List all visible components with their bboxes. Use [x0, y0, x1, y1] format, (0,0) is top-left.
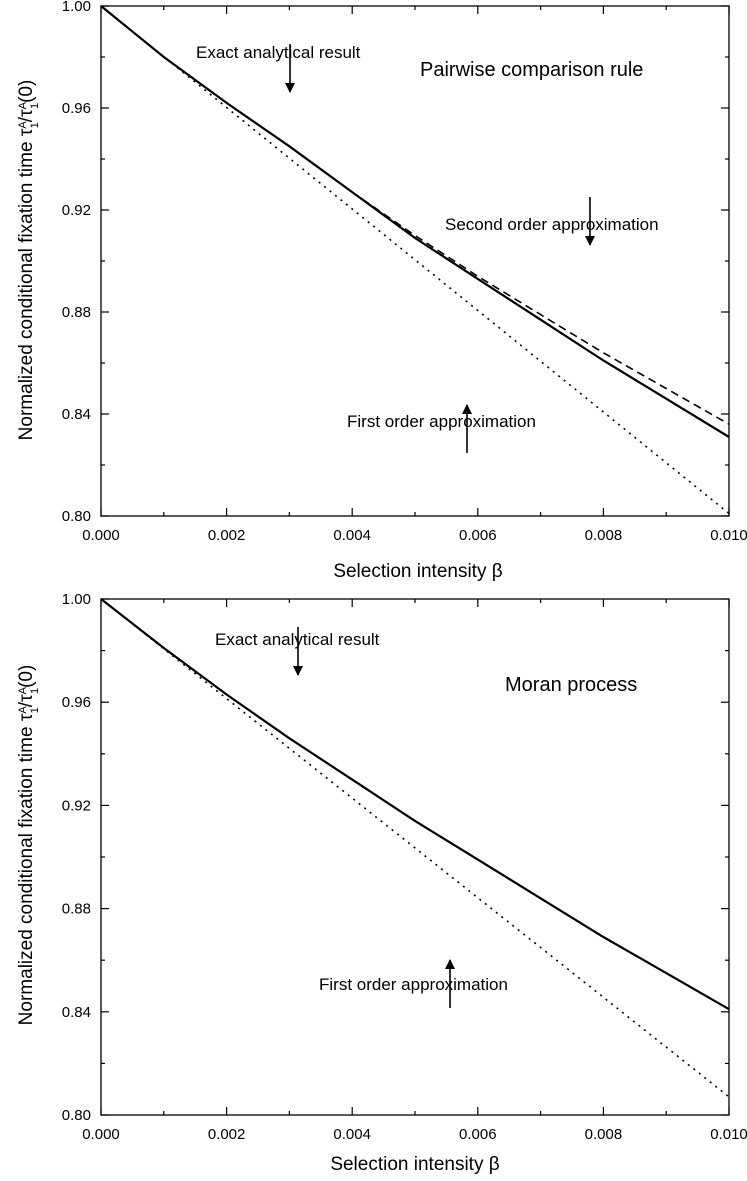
y-tick-labels: 0.80 0.84 0.88 0.92 0.96 1.00 [62, 0, 91, 525]
x-tick-label: 0.010 [710, 1126, 747, 1143]
y-tick-label: 0.88 [62, 901, 91, 918]
annotation-label: Second order approximation [445, 215, 659, 234]
x-tick-labels: 0.000 0.002 0.004 0.006 0.008 0.010 [82, 527, 747, 544]
annotation-label: Exact analytical result [215, 630, 380, 649]
y-tick-label: 0.84 [62, 406, 91, 423]
annotation-label: First order approximation [319, 975, 508, 994]
x-tick-labels: 0.000 0.002 0.004 0.006 0.008 0.010 [82, 1126, 747, 1143]
y-tick-label: 0.92 [62, 797, 91, 814]
y-tick-label: 0.88 [62, 304, 91, 321]
panel-pairwise: 0.000 0.002 0.004 0.006 0.008 0.010 0.80… [16, 0, 747, 582]
x-axis-label: Selection intensity β [333, 561, 502, 582]
plot-frame [100, 5, 730, 517]
y-axis-label: Normalized conditional fixation time τA1… [16, 80, 41, 441]
y-axis-label: Normalized conditional fixation time τA1… [16, 665, 41, 1026]
x-tick-label: 0.006 [459, 1126, 497, 1143]
axis-ticks [100, 5, 730, 517]
y-tick-label: 0.80 [62, 1107, 91, 1124]
series-lines [100, 5, 730, 515]
series-solid [100, 598, 730, 1011]
y-tick-labels: 0.80 0.84 0.88 0.92 0.96 1.00 [62, 591, 91, 1124]
y-tick-label: 0.80 [62, 508, 91, 525]
annotation-arrows [285, 44, 595, 453]
series-dotted [100, 5, 730, 515]
x-tick-label: 0.006 [459, 527, 497, 544]
plot-title: Pairwise comparison rule [420, 59, 643, 81]
plot-title: Moran process [505, 674, 637, 696]
x-tick-label: 0.000 [82, 527, 120, 544]
y-tick-label: 0.96 [62, 694, 91, 711]
y-tick-label: 1.00 [62, 591, 91, 608]
x-tick-label: 0.010 [710, 527, 747, 544]
series-lines [100, 598, 730, 1098]
x-tick-label: 0.002 [208, 1126, 246, 1143]
y-tick-label: 0.84 [62, 1004, 91, 1021]
y-tick-label: 0.92 [62, 202, 91, 219]
annotation-label: Exact analytical result [196, 43, 361, 62]
annotation-label: First order approximation [347, 412, 536, 431]
x-tick-label: 0.004 [333, 527, 371, 544]
x-tick-label: 0.004 [333, 1126, 371, 1143]
x-tick-label: 0.008 [585, 1126, 623, 1143]
x-tick-label: 0.000 [82, 1126, 120, 1143]
annotation-arrows [293, 627, 455, 1008]
series-dotted [100, 598, 730, 1098]
panel-moran: 0.000 0.002 0.004 0.006 0.008 0.010 0.80… [16, 591, 747, 1175]
x-axis-label: Selection intensity β [330, 1154, 499, 1175]
y-tick-label: 1.00 [62, 0, 91, 15]
y-tick-label: 0.96 [62, 100, 91, 117]
x-tick-label: 0.002 [208, 527, 246, 544]
x-tick-label: 0.008 [585, 527, 623, 544]
series-dashed [100, 5, 730, 425]
